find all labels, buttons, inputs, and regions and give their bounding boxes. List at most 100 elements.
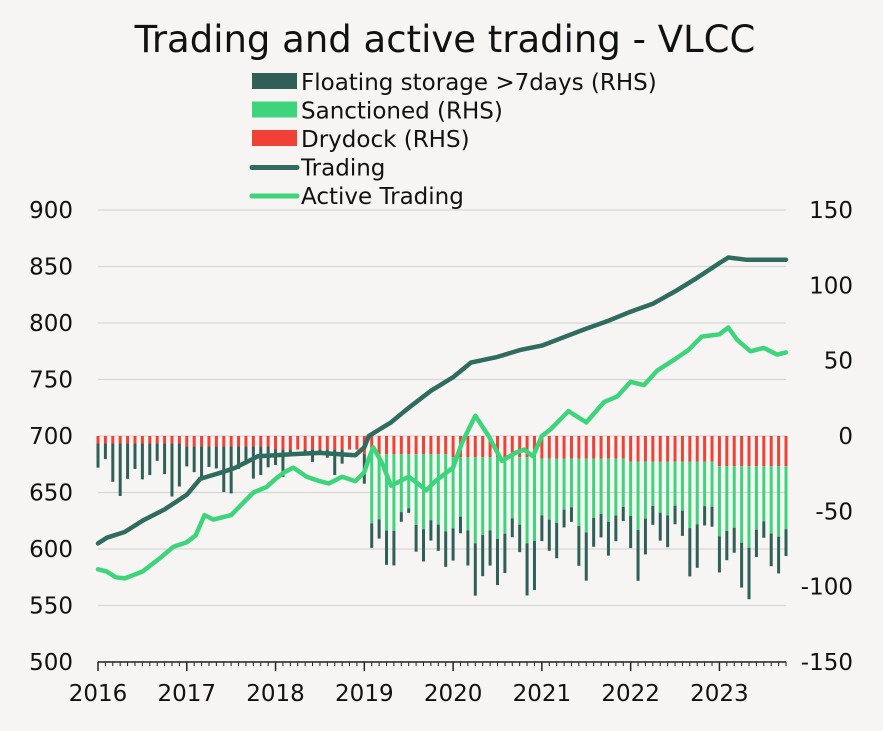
y-tick-label-left: 650 (29, 481, 73, 507)
bar-floating-storage (769, 533, 773, 567)
bar-sanctioned (629, 461, 633, 516)
bar-drydock (192, 436, 196, 447)
bar-drydock (614, 436, 618, 459)
bar-floating-storage (385, 530, 389, 565)
bar-sanctioned (422, 454, 426, 530)
bar-sanctioned (606, 458, 610, 522)
bar-floating-storage (629, 515, 633, 549)
bar-floating-storage (170, 443, 174, 497)
bar-sanctioned (473, 457, 477, 544)
bar-drydock (562, 436, 566, 459)
bar-drydock (451, 436, 455, 458)
bar-floating-storage (370, 523, 374, 548)
bar-floating-storage (606, 521, 610, 556)
y-tick-label-left: 600 (29, 537, 73, 563)
bar-floating-storage (688, 528, 692, 577)
bar-drydock (281, 436, 285, 450)
x-tick-label: 2020 (424, 681, 483, 707)
bar-drydock (651, 436, 655, 462)
bar-floating-storage (658, 512, 662, 541)
bar-sanctioned (732, 466, 736, 528)
bar-drydock (118, 436, 122, 444)
bar-floating-storage (710, 506, 714, 527)
chart-title: Trading and active trading - VLCC (134, 18, 756, 61)
bar-sanctioned (680, 461, 684, 511)
bar-floating-storage (259, 446, 263, 475)
bar-sanctioned (747, 466, 751, 548)
bar-drydock (155, 436, 159, 444)
x-tick-label: 2021 (513, 681, 572, 707)
bar-drydock (540, 436, 544, 459)
bar-drydock (680, 436, 684, 462)
x-tick-label: 2023 (690, 681, 749, 707)
bar-drydock (163, 436, 167, 444)
legend-swatch (252, 73, 297, 89)
bar-floating-storage (237, 446, 241, 469)
bar-drydock (466, 436, 470, 458)
bar-sanctioned (385, 454, 389, 531)
legend-swatch (252, 101, 297, 118)
legend-label: Active Trading (301, 184, 464, 210)
bar-drydock (569, 436, 573, 459)
bar-drydock (658, 436, 662, 462)
bar-floating-storage (311, 449, 315, 462)
bar-floating-storage (784, 529, 788, 556)
bar-floating-storage (592, 517, 596, 547)
bar-sanctioned (532, 457, 536, 541)
bar-drydock (703, 436, 707, 462)
bar-drydock (606, 436, 610, 459)
x-tick-label: 2019 (335, 681, 394, 707)
bar-drydock (200, 436, 204, 447)
bar-floating-storage (725, 530, 729, 561)
bar-sanctioned (547, 458, 551, 520)
bar-floating-storage (392, 530, 396, 566)
bar-sanctioned (703, 461, 707, 507)
bar-drydock (207, 436, 211, 447)
bar-drydock (599, 436, 603, 459)
bar-drydock (481, 436, 485, 458)
bar-drydock (777, 436, 781, 467)
bar-floating-storage (214, 446, 218, 469)
bar-floating-storage (103, 443, 107, 460)
bar-drydock (392, 436, 396, 455)
bar-drydock (370, 436, 374, 455)
x-tick-label: 2017 (158, 681, 217, 707)
bar-drydock (747, 436, 751, 467)
bar-sanctioned (688, 461, 692, 529)
bar-drydock (740, 436, 744, 467)
bar-sanctioned (762, 466, 766, 522)
bar-sanctioned (414, 454, 418, 525)
bar-sanctioned (503, 457, 507, 534)
bar-drydock (148, 436, 152, 444)
bar-floating-storage (777, 536, 781, 574)
bar-sanctioned (495, 457, 499, 539)
y-tick-label-left: 750 (29, 368, 73, 394)
bar-drydock (111, 436, 115, 444)
bar-drydock (288, 436, 292, 450)
bar-drydock (769, 436, 773, 467)
bar-drydock (673, 436, 677, 462)
x-tick-label: 2022 (601, 681, 660, 707)
bar-drydock (518, 436, 522, 458)
bar-floating-storage (244, 446, 248, 465)
bar-sanctioned (651, 461, 655, 506)
y-tick-label-right: 0 (838, 424, 853, 450)
bar-sanctioned (784, 466, 788, 530)
bar-floating-storage (399, 512, 403, 522)
bar-drydock (140, 436, 144, 444)
bar-drydock (333, 436, 337, 450)
bar-drydock (473, 436, 477, 458)
bar-drydock (311, 436, 315, 450)
bar-drydock (348, 436, 352, 450)
bar-sanctioned (599, 458, 603, 514)
bar-drydock (266, 436, 270, 447)
bar-floating-storage (762, 521, 766, 538)
bar-sanctioned (725, 466, 729, 531)
bar-floating-storage (422, 529, 426, 562)
bar-drydock (96, 436, 100, 444)
bar-sanctioned (569, 458, 573, 508)
bar-sanctioned (377, 454, 381, 520)
bar-floating-storage (281, 449, 285, 477)
bar-sanctioned (614, 458, 618, 516)
